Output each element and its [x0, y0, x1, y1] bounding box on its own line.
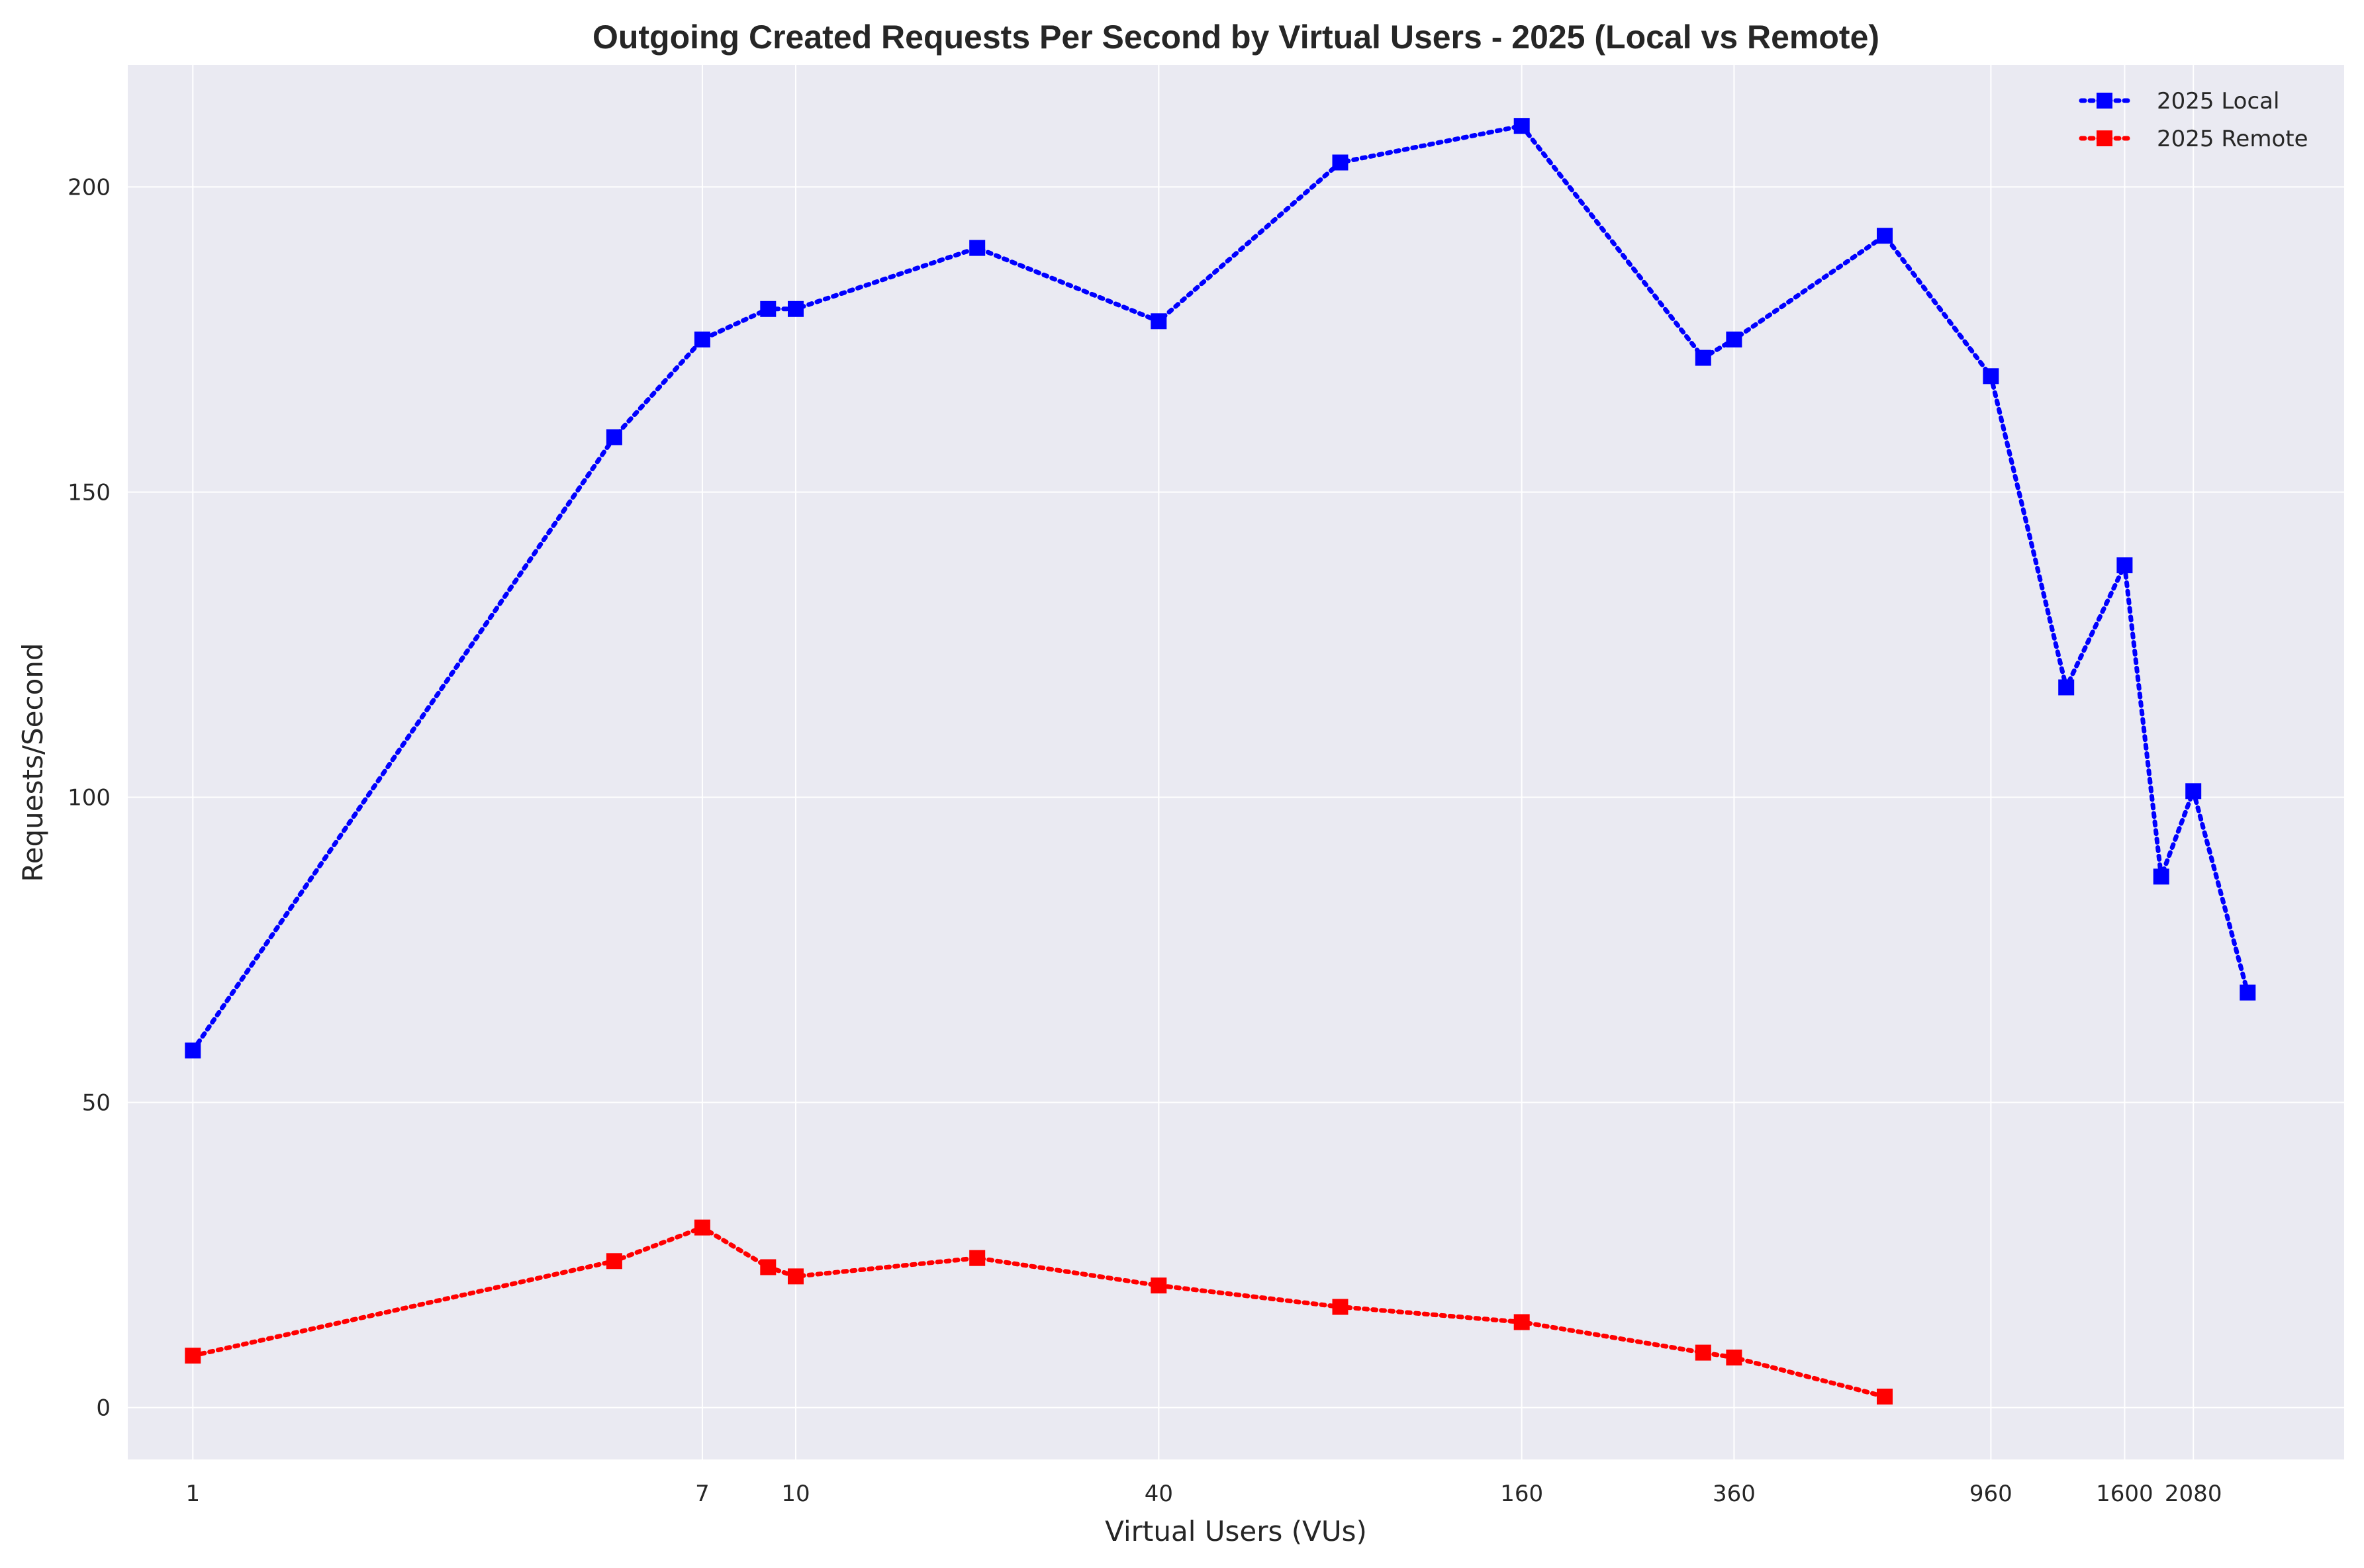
- data-point-2025-local[interactable]: [1983, 368, 1999, 385]
- data-point-2025-remote[interactable]: [694, 1219, 710, 1236]
- data-point-2025-remote[interactable]: [969, 1250, 986, 1266]
- data-point-2025-local[interactable]: [788, 300, 804, 317]
- data-point-2025-local[interactable]: [760, 300, 777, 317]
- legend-marker-remote: [2097, 130, 2112, 146]
- data-point-2025-local[interactable]: [1877, 228, 1893, 244]
- data-point-2025-local[interactable]: [606, 429, 622, 445]
- x-tick-label: 2080: [2165, 1481, 2222, 1507]
- data-point-2025-local[interactable]: [185, 1042, 201, 1059]
- x-tick-label: 40: [1145, 1481, 1173, 1507]
- data-point-2025-local[interactable]: [1332, 154, 1348, 171]
- data-point-2025-remote[interactable]: [788, 1268, 804, 1285]
- data-point-2025-local[interactable]: [1726, 331, 1742, 347]
- plot-background: [128, 65, 2344, 1459]
- x-axis-label: Virtual Users (VUs): [1105, 1515, 1367, 1547]
- data-point-2025-local[interactable]: [2185, 783, 2202, 800]
- data-point-2025-remote[interactable]: [606, 1253, 622, 1269]
- legend[interactable]: 2025 Local 2025 Remote: [2079, 88, 2308, 152]
- x-tick-label: 360: [1713, 1481, 1756, 1507]
- y-axis-label: Requests/Second: [17, 643, 49, 882]
- data-point-2025-local[interactable]: [2116, 557, 2133, 574]
- y-tick-label: 0: [96, 1395, 111, 1422]
- chart-title: Outgoing Created Requests Per Second by …: [592, 19, 1879, 56]
- data-point-2025-remote[interactable]: [1695, 1344, 1711, 1361]
- data-point-2025-remote[interactable]: [185, 1348, 201, 1364]
- legend-marker-local: [2097, 93, 2112, 109]
- data-point-2025-remote[interactable]: [1332, 1299, 1348, 1315]
- x-tick-label: 960: [1969, 1481, 2012, 1507]
- y-tick-label: 200: [68, 174, 111, 201]
- x-tick-label: 1: [185, 1481, 200, 1507]
- legend-label-remote: 2025 Remote: [2157, 126, 2308, 152]
- y-tick-label: 150: [68, 479, 111, 506]
- series-2025-remote: [185, 1219, 1893, 1405]
- data-point-2025-remote[interactable]: [760, 1259, 777, 1275]
- x-tick-label: 10: [781, 1481, 810, 1507]
- y-tick-label: 100: [68, 785, 111, 811]
- grid: [128, 65, 2344, 1459]
- data-point-2025-local[interactable]: [694, 331, 710, 347]
- data-point-2025-local[interactable]: [2153, 868, 2169, 885]
- series-line-2025-local: [190, 123, 2250, 1053]
- legend-label-local: 2025 Local: [2157, 88, 2279, 115]
- series-2025-local: [185, 118, 2256, 1059]
- data-point-2025-local[interactable]: [969, 240, 986, 256]
- x-tick-label: 160: [1500, 1481, 1543, 1507]
- y-tick-label: 50: [82, 1090, 111, 1117]
- data-point-2025-remote[interactable]: [1877, 1389, 1893, 1405]
- data-point-2025-remote[interactable]: [1726, 1350, 1742, 1365]
- series-layer: [185, 118, 2256, 1405]
- x-tick-label: 7: [695, 1481, 710, 1507]
- tick-labels: 1 7 10 40 160 360 960 1600 2080 0 50 100 150 200: [68, 174, 2222, 1507]
- data-point-2025-local[interactable]: [2058, 679, 2075, 696]
- data-point-2025-local[interactable]: [1695, 349, 1711, 366]
- data-point-2025-local[interactable]: [1513, 118, 1530, 134]
- data-point-2025-local[interactable]: [1151, 313, 1167, 330]
- data-point-2025-local[interactable]: [2240, 984, 2256, 1001]
- data-point-2025-remote[interactable]: [1513, 1314, 1530, 1330]
- x-tick-label: 1600: [2096, 1481, 2153, 1507]
- data-point-2025-remote[interactable]: [1151, 1277, 1167, 1294]
